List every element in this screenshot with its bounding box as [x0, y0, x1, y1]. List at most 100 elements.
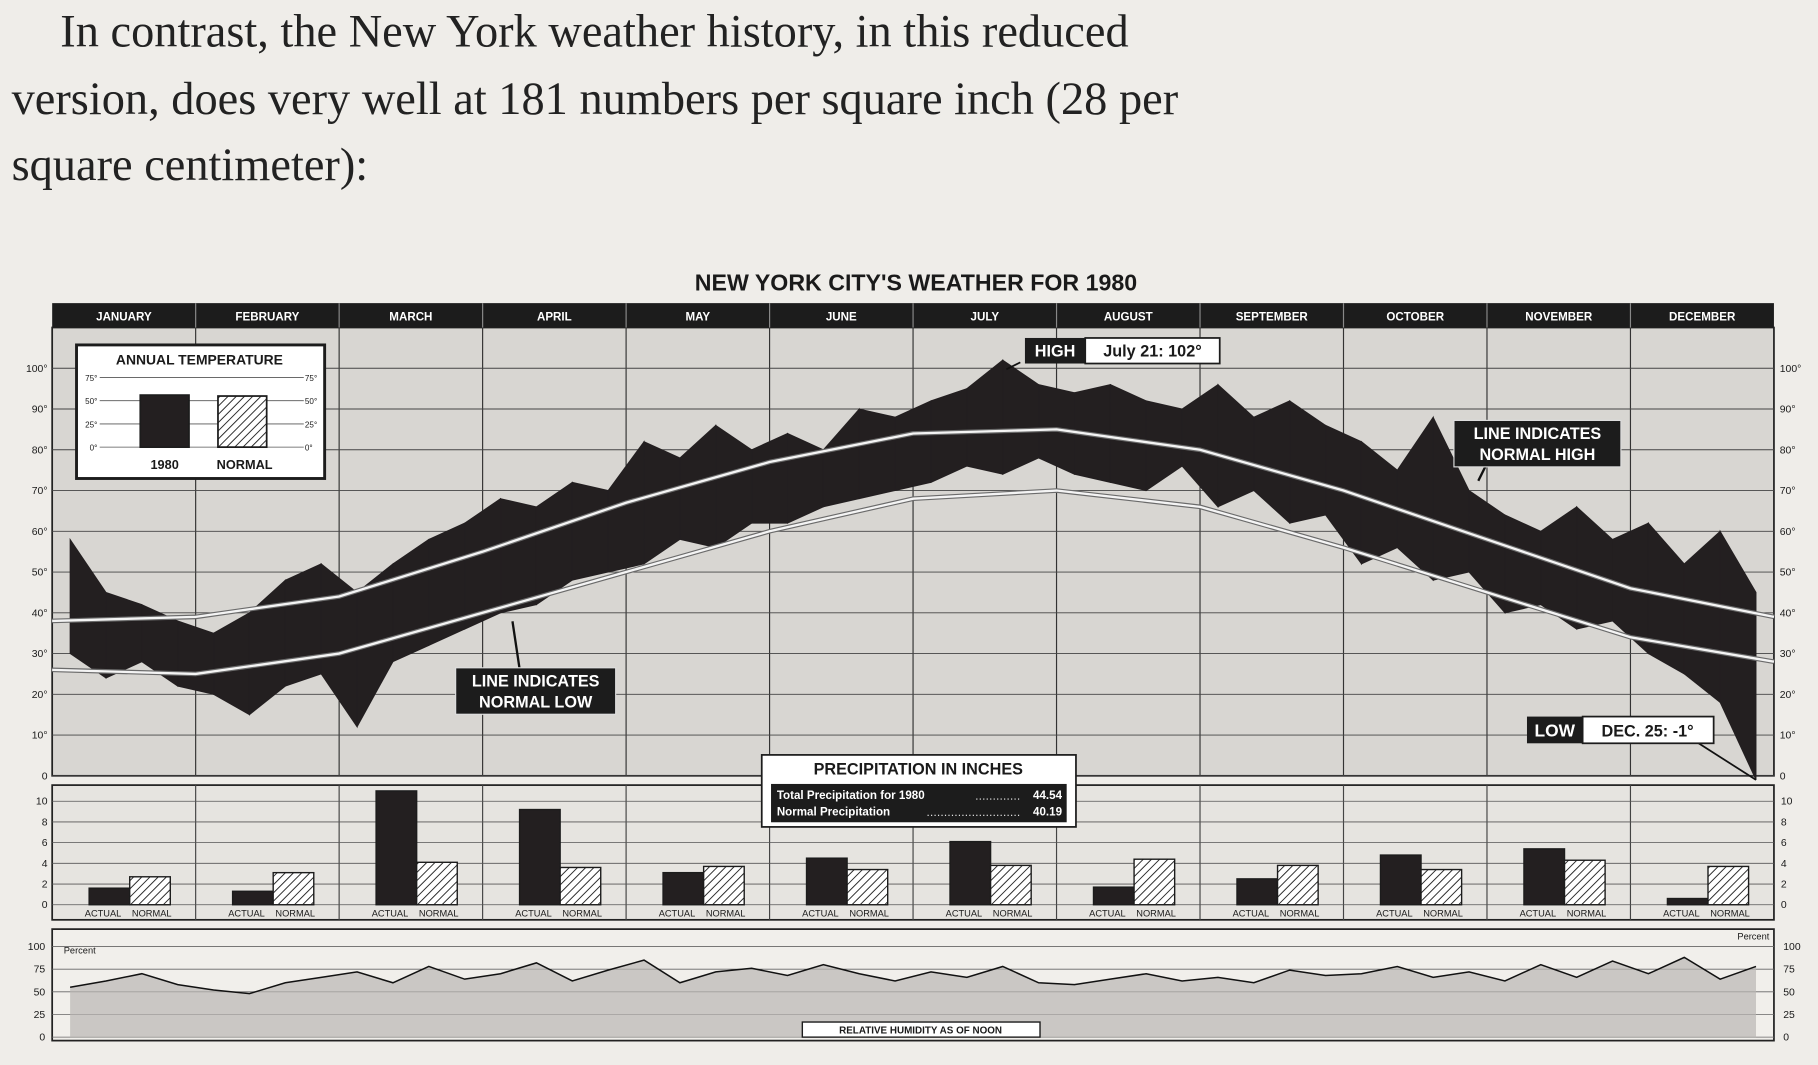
month-label: SEPTEMBER — [1236, 311, 1309, 324]
low-tag-box — [1526, 716, 1583, 744]
pointer — [1477, 466, 1487, 482]
chart-title: NEW YORK CITY'S WEATHER FOR 1980 — [695, 269, 1137, 295]
y-tick-label: 20° — [32, 690, 48, 701]
bar-label: ACTUAL — [802, 908, 839, 918]
summary-value: 40.19 — [1033, 805, 1063, 818]
bar — [139, 394, 190, 449]
y-tick-label: 2 — [1781, 880, 1787, 891]
annotation-text: LINE INDICATES — [1474, 425, 1602, 443]
y-tick-label: 75 — [1783, 965, 1795, 976]
high-text: July 21: 102° — [1103, 343, 1201, 361]
y-tick-label: 50° — [1780, 568, 1796, 579]
y-tick-label: 100 — [28, 942, 46, 953]
month-label: APRIL — [537, 311, 572, 324]
y-tick-label: 0° — [305, 444, 313, 453]
legend-title: PRECIPITATION IN INCHES — [814, 761, 1024, 779]
y-tick-label: 25 — [34, 1010, 46, 1021]
temperature-band — [787, 432, 824, 524]
month-label: JANUARY — [96, 311, 152, 324]
pointer — [1698, 742, 1757, 781]
y-tick-label: 40° — [1780, 608, 1796, 619]
bar — [415, 861, 458, 906]
bar-label: ACTUAL — [1376, 908, 1413, 918]
month-label: MAY — [685, 311, 710, 324]
bar — [949, 840, 992, 906]
bar-label: NORMAL — [1710, 908, 1750, 918]
bar — [1379, 854, 1422, 906]
low-text: DEC. 25: -1° — [1601, 722, 1693, 740]
bar — [129, 876, 171, 906]
temperature-band — [500, 498, 537, 614]
bar-label: NORMAL — [1136, 908, 1176, 918]
bar-label: NORMAL — [419, 908, 459, 918]
month-label: FEBRUARY — [235, 311, 299, 324]
temperature-band — [894, 400, 932, 492]
annotation-box — [1453, 419, 1622, 468]
y-tick-label: 2 — [42, 880, 48, 891]
y-tick-label: 75° — [305, 374, 317, 383]
legend-summary-box — [771, 783, 1067, 823]
low-text-box — [1581, 715, 1715, 745]
pointer — [511, 621, 521, 668]
bar-label: ACTUAL — [1520, 908, 1557, 918]
bar-label: ACTUAL — [1233, 908, 1270, 918]
y-tick-label: 80° — [1780, 445, 1796, 456]
bar-label: ACTUAL — [659, 908, 696, 918]
bar-label: ACTUAL — [85, 908, 122, 918]
normal-line — [52, 428, 1775, 623]
y-tick-label: 90° — [1780, 404, 1796, 415]
inset-box — [75, 343, 327, 480]
y-tick-label: 0 — [39, 1033, 45, 1044]
bar-label: NORMAL — [706, 908, 746, 918]
x-tick-label: 1980 — [150, 457, 178, 472]
bar — [1133, 858, 1176, 906]
y-tick-label: 10° — [1780, 731, 1796, 742]
summary-value: 44.54 — [1033, 789, 1063, 802]
bar-label: NORMAL — [849, 908, 889, 918]
inset-title: ANNUAL TEMPERATURE — [116, 352, 283, 368]
y-tick-label: 25° — [85, 420, 97, 429]
y-tick-label: 25° — [305, 420, 317, 429]
y-tick-label: 90° — [32, 404, 48, 415]
temperature-band — [858, 408, 896, 500]
month-label: DECEMBER — [1669, 311, 1736, 324]
summary-label: Total Precipitation for 1980 — [777, 789, 925, 802]
bar — [702, 865, 745, 906]
summary-label: Normal Precipitation — [777, 805, 890, 818]
y-tick-label: 50 — [1783, 987, 1795, 998]
y-tick-label: 0 — [1781, 900, 1787, 911]
annotation-text: NORMAL HIGH — [1479, 446, 1595, 464]
y-tick-label: 50° — [305, 397, 317, 406]
bar-label: NORMAL — [993, 908, 1033, 918]
annotation-text: LINE INDICATES — [472, 672, 600, 690]
temperature-band — [930, 387, 968, 484]
bar — [1707, 865, 1750, 906]
y-tick-label: 40° — [32, 608, 48, 619]
y-tick-label: 75 — [34, 965, 46, 976]
bar — [518, 808, 561, 906]
normal-line — [52, 489, 1775, 676]
y-tick-label: 60° — [32, 527, 48, 538]
y-tick-label: 100 — [1783, 942, 1801, 953]
bar — [88, 887, 131, 906]
bar-label: ACTUAL — [228, 908, 265, 918]
pointer — [1006, 361, 1021, 371]
y-tick-label: 50° — [85, 397, 97, 406]
y-tick-label: 0 — [1780, 771, 1786, 782]
month-label: JULY — [971, 311, 1000, 324]
month-label: AUGUST — [1104, 311, 1153, 324]
y-tick-label: 4 — [1781, 859, 1787, 870]
high-tag-box — [1024, 337, 1086, 364]
month-label: OCTOBER — [1386, 311, 1444, 324]
y-tick-label: 70° — [32, 486, 48, 497]
high-text-box — [1084, 337, 1221, 365]
y-tick-label: 4 — [42, 859, 48, 870]
y-tick-label: 30° — [1780, 649, 1796, 660]
y-tick-label: 6 — [42, 838, 48, 849]
y-tick-label: 0 — [42, 771, 48, 782]
temperature-band — [284, 563, 322, 687]
y-tick-label: 60° — [1780, 527, 1796, 538]
annotation-text: NORMAL LOW — [479, 693, 593, 711]
